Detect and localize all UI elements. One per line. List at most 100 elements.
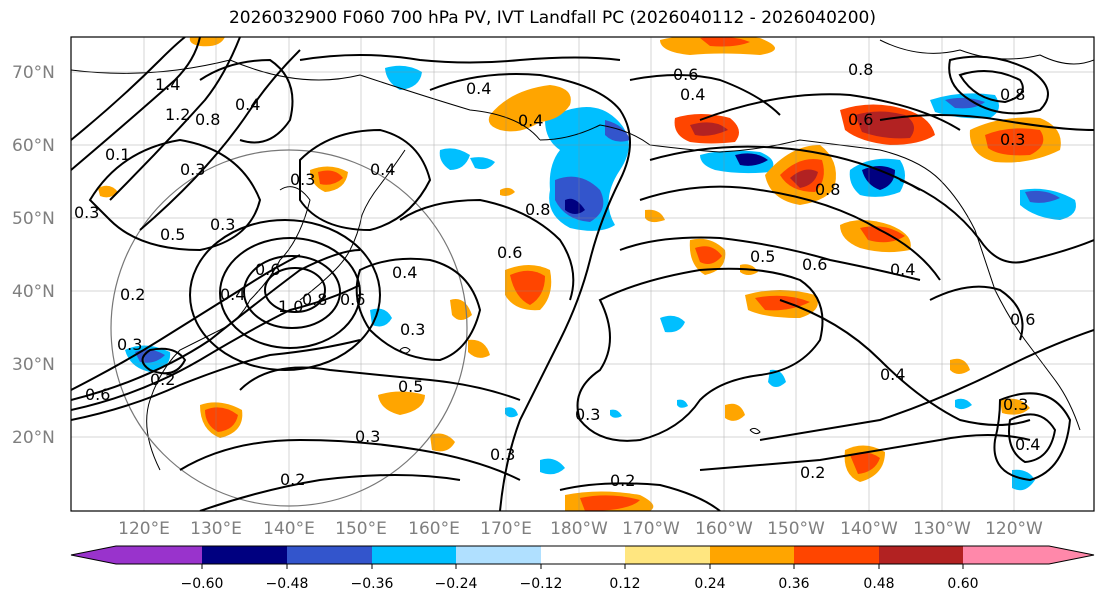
contour-label: 0.5 <box>398 377 423 396</box>
contour-label: 0.6 <box>497 243 522 262</box>
range-circle <box>110 149 468 507</box>
contour-label: 1.4 <box>155 75 180 94</box>
contour-label: 0.2 <box>800 463 825 482</box>
colorbar-segment <box>625 546 710 564</box>
longitude-label: 160°W <box>695 519 753 539</box>
longitude-label: 150°W <box>767 519 825 539</box>
latitude-label: 20°N <box>12 428 55 448</box>
contour-label: 0.4 <box>235 95 260 114</box>
longitude-label: 130°E <box>190 519 242 539</box>
contour-label: 0.3 <box>355 427 380 446</box>
contour-label: 0.8 <box>525 200 550 219</box>
colorbar-segment <box>794 546 879 564</box>
colorbar-tick-label: −0.12 <box>520 576 563 592</box>
colorbar-segment <box>710 546 794 564</box>
contour-label: 0.4 <box>1015 435 1040 454</box>
longitude-label: 120°W <box>985 519 1043 539</box>
contour-label: 0.6 <box>848 110 873 129</box>
colorbar-segment <box>71 546 116 564</box>
contour-label: 0.6 <box>340 290 365 309</box>
longitude-label: 140°E <box>263 519 315 539</box>
contour-label: 0.8 <box>195 110 220 129</box>
colorbar-outline <box>70 545 1095 565</box>
longitude-label: 170°E <box>480 519 532 539</box>
contour-label: 0.2 <box>150 370 175 389</box>
contour-label: 0.4 <box>392 263 417 282</box>
contour-label: 0.4 <box>680 85 705 104</box>
colorbar-segment <box>372 546 456 564</box>
contour-label: 0.3 <box>1003 395 1028 414</box>
ivt-contours <box>71 37 1094 511</box>
contour-label: 0.3 <box>1000 130 1025 149</box>
colorbar-segment <box>541 546 625 564</box>
colorbar-segment <box>287 546 372 564</box>
map-frame <box>70 36 1095 512</box>
latitude-label: 50°N <box>12 209 55 229</box>
colorbar-tick-label: −0.48 <box>266 576 309 592</box>
colorbar-segment <box>879 546 963 564</box>
contour-label: 0.4 <box>880 365 905 384</box>
contour-labels: 0.4 0.4 0.6 0.4 0.8 0.6 0.8 1.4 1.2 0.8 … <box>74 60 1040 490</box>
colorbar-tick-label: −0.60 <box>181 576 224 592</box>
contour-label: 0.8 <box>302 290 327 309</box>
contour-label: 0.2 <box>280 470 305 489</box>
colorbar-segment <box>116 546 202 564</box>
contour-label: 0.3 <box>180 160 205 179</box>
gridlines <box>71 37 1094 511</box>
contour-label: 0.6 <box>85 385 110 404</box>
longitude-label: 150°E <box>335 519 387 539</box>
contour-label: 0.6 <box>802 255 827 274</box>
contour-label: 0.3 <box>210 215 235 234</box>
longitude-label: 120°E <box>118 519 170 539</box>
contour-label: 0.6 <box>255 260 280 279</box>
contour-label: 0.5 <box>750 247 775 266</box>
contour-label: 0.4 <box>466 79 491 98</box>
colorbar-tick-label: 0.36 <box>778 576 809 592</box>
latitude-label: 40°N <box>12 282 55 302</box>
contour-label: 0.3 <box>490 445 515 464</box>
colorbar-segment <box>963 546 1049 564</box>
colorbar: −0.60 −0.48 −0.36 −0.24 −0.12 0.12 0.24 … <box>70 545 1095 592</box>
contour-label: 0.8 <box>848 60 873 79</box>
longitude-label: 170°W <box>622 519 680 539</box>
contour-label: 0.2 <box>610 471 635 490</box>
longitude-label: 140°W <box>840 519 898 539</box>
contour-label: 0.3 <box>400 320 425 339</box>
contour-label: 0.4 <box>518 111 543 130</box>
colorbar-tick-label: −0.36 <box>351 576 394 592</box>
contour-label: 0.8 <box>1000 85 1025 104</box>
colorbar-tick-label: 0.24 <box>694 576 725 592</box>
colorbar-tick-label: 0.12 <box>609 576 640 592</box>
latitude-label: 70°N <box>12 63 55 83</box>
contour-label: 0.5 <box>160 225 185 244</box>
contour-label: 0.6 <box>673 65 698 84</box>
contour-label: 0.3 <box>117 335 142 354</box>
longitude-label: 180°W <box>550 519 608 539</box>
contour-label: 0.4 <box>220 285 245 304</box>
contour-label: 0.4 <box>370 160 395 179</box>
latitude-label: 60°N <box>12 136 55 156</box>
contour-label: 0.2 <box>120 285 145 304</box>
contour-label: 0.3 <box>290 170 315 189</box>
contour-label: 1.2 <box>165 105 190 124</box>
contour-label: 0.6 <box>1010 310 1035 329</box>
longitude-label: 130°W <box>913 519 971 539</box>
contour-label: 0.8 <box>815 180 840 199</box>
longitude-label: 160°E <box>408 519 460 539</box>
pv-shading <box>98 37 1076 511</box>
colorbar-tick-label: −0.24 <box>435 576 478 592</box>
contour-label: 0.3 <box>74 203 99 222</box>
colorbar-segment <box>456 546 541 564</box>
colorbar-tick-label: 0.48 <box>863 576 894 592</box>
colorbar-tick-label: 0.60 <box>947 576 978 592</box>
map-title: 2026032900 F060 700 hPa PV, IVT Landfall… <box>228 8 876 28</box>
longitude-axis: 120°E 130°E 140°E 150°E 160°E 170°E 180°… <box>118 519 1043 539</box>
latitude-label: 30°N <box>12 355 55 375</box>
colorbar-segment <box>1049 546 1094 564</box>
latitude-axis: 70°N 60°N 50°N 40°N 30°N 20°N <box>12 63 55 448</box>
contour-label: 0.1 <box>105 145 130 164</box>
contour-label: 0.3 <box>575 405 600 424</box>
contour-label: 0.4 <box>890 260 915 279</box>
colorbar-segment <box>202 546 287 564</box>
